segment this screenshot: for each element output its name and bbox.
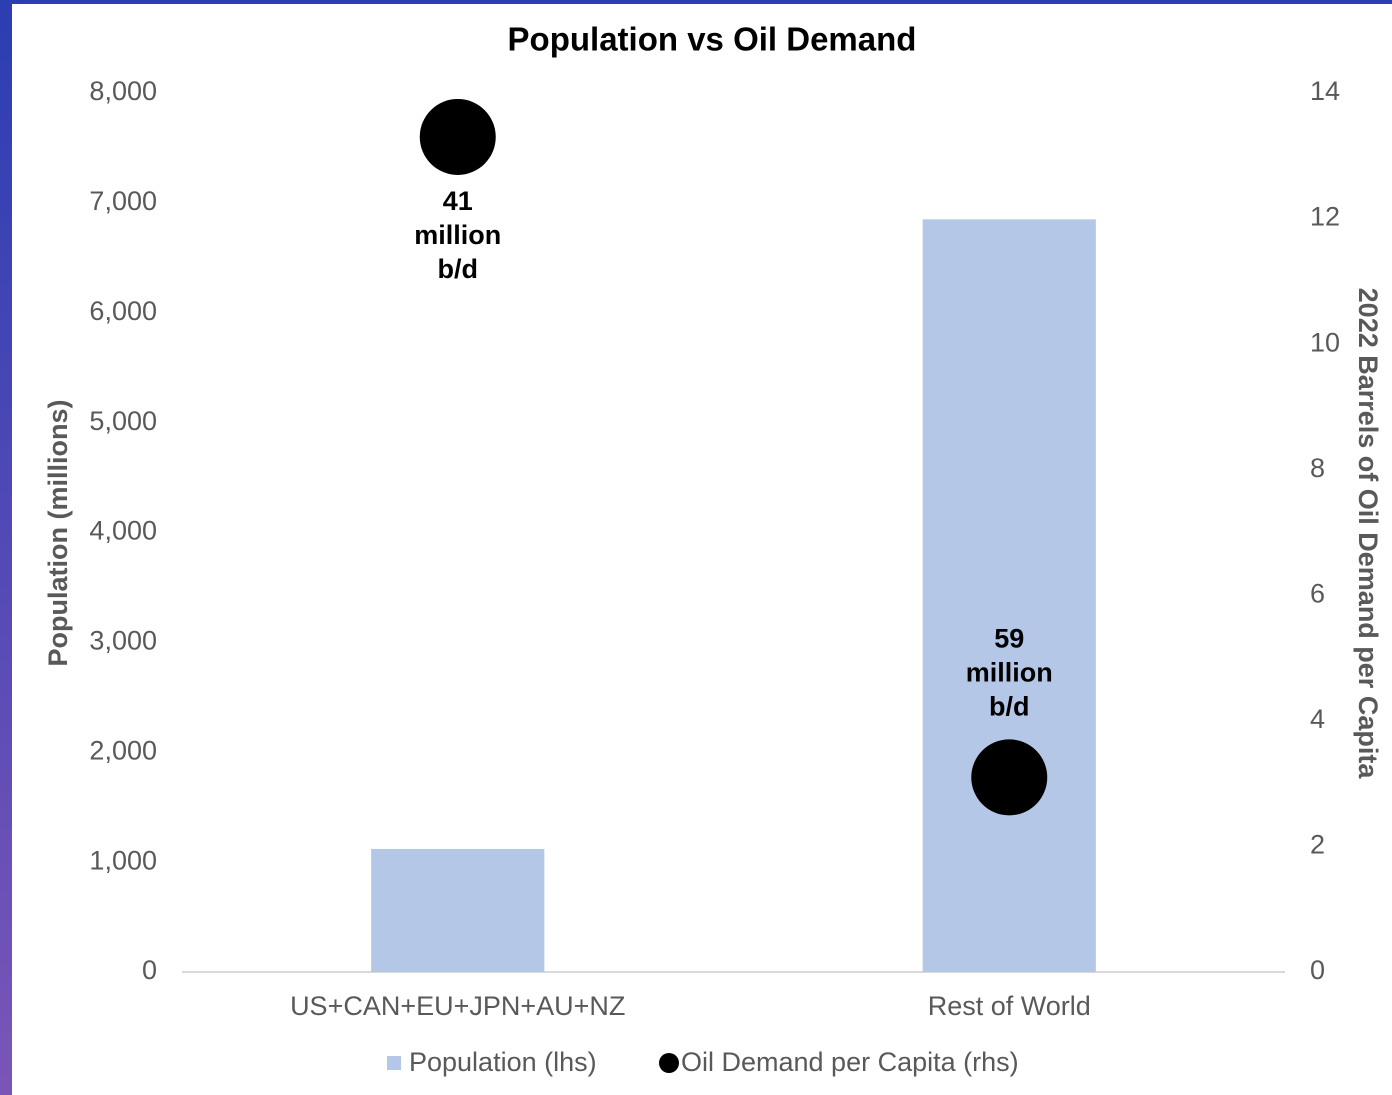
y-tick-label: 5,000 xyxy=(89,406,157,436)
x-tick-label: Rest of World xyxy=(928,991,1091,1021)
y-tick-label: 2,000 xyxy=(89,735,157,765)
data-annotation: 59 xyxy=(994,623,1024,653)
data-annotation: b/d xyxy=(438,254,479,284)
y2-tick-label: 14 xyxy=(1310,76,1340,106)
y-axis-label: Population (millions) xyxy=(43,400,73,667)
x-tick-label: US+CAN+EU+JPN+AU+NZ xyxy=(290,991,625,1021)
y-tick-label: 1,000 xyxy=(89,845,157,875)
y-tick-label: 7,000 xyxy=(89,186,157,216)
dot xyxy=(971,739,1048,816)
chart-area xyxy=(12,4,1392,1095)
y2-tick-label: 10 xyxy=(1310,327,1340,357)
y2-tick-label: 8 xyxy=(1310,453,1325,483)
bar xyxy=(371,848,545,972)
dot xyxy=(419,98,496,175)
y2-tick-label: 6 xyxy=(1310,578,1325,608)
legend-swatch xyxy=(387,1056,401,1070)
legend-label: Population (lhs) xyxy=(409,1047,597,1077)
y-tick-label: 4,000 xyxy=(89,516,157,546)
y-tick-label: 6,000 xyxy=(89,296,157,326)
legend-swatch xyxy=(659,1053,679,1073)
y-tick-label: 8,000 xyxy=(89,76,157,106)
chart-title: Population vs Oil Demand xyxy=(508,21,917,58)
y2-tick-label: 4 xyxy=(1310,704,1325,734)
y2-axis-label: 2022 Barrels of Oil Demand per Capita xyxy=(1353,288,1383,780)
data-annotation: million xyxy=(414,220,501,250)
data-annotation: 41 xyxy=(443,186,473,216)
data-annotation: million xyxy=(966,657,1053,687)
y-tick-label: 3,000 xyxy=(89,626,157,656)
y2-tick-label: 2 xyxy=(1310,830,1325,860)
y-tick-label: 0 xyxy=(142,955,157,985)
y2-tick-label: 0 xyxy=(1310,955,1325,985)
data-annotation: b/d xyxy=(989,691,1030,721)
legend-label: Oil Demand per Capita (rhs) xyxy=(681,1047,1019,1077)
y2-tick-label: 12 xyxy=(1310,202,1340,232)
bar xyxy=(922,219,1096,972)
